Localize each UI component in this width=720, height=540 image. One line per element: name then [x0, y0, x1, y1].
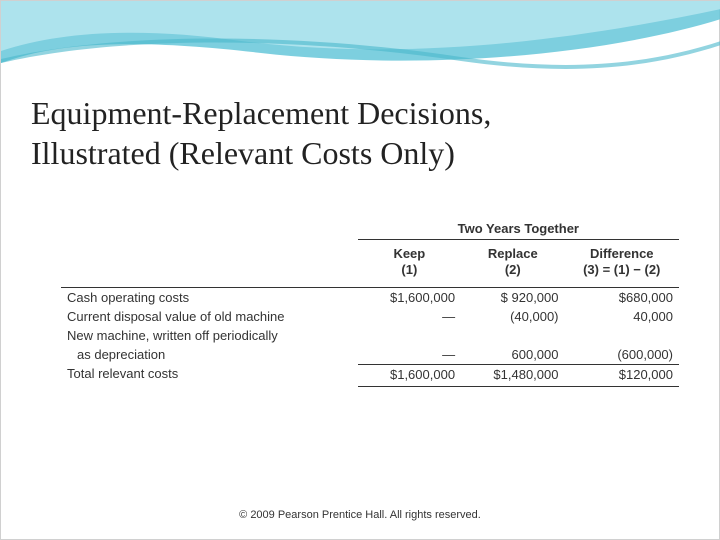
- slide-title: Equipment-Replacement Decisions, Illustr…: [31, 93, 689, 173]
- title-line-2: Illustrated (Relevant Costs Only): [31, 133, 689, 173]
- table-row: Cash operating costs $1,600,000 $ 920,00…: [61, 287, 679, 307]
- col-blank: [61, 219, 358, 240]
- col-replace-head: Replace (2): [461, 240, 564, 288]
- title-line-1: Equipment-Replacement Decisions,: [31, 93, 689, 133]
- col-diff-head: Difference (3) = (1) − (2): [565, 240, 680, 288]
- copyright-text: © 2009 Pearson Prentice Hall. All rights…: [1, 509, 719, 521]
- relevant-costs-table: Two Years Together Keep (1) Replace (2) …: [61, 219, 679, 384]
- table-body: Cash operating costs $1,600,000 $ 920,00…: [61, 287, 679, 384]
- spanner-heading: Two Years Together: [358, 219, 679, 240]
- table-row: Current disposal value of old machine — …: [61, 307, 679, 326]
- col-keep-head: Keep (1): [358, 240, 461, 288]
- table-row: as depreciation — 600,000 (600,000): [61, 345, 679, 365]
- table-row: New machine, written off periodically: [61, 326, 679, 345]
- col-label-head: [61, 240, 358, 288]
- wave-decoration: [1, 1, 720, 91]
- table-row-total: Total relevant costs $1,600,000 $1,480,0…: [61, 364, 679, 384]
